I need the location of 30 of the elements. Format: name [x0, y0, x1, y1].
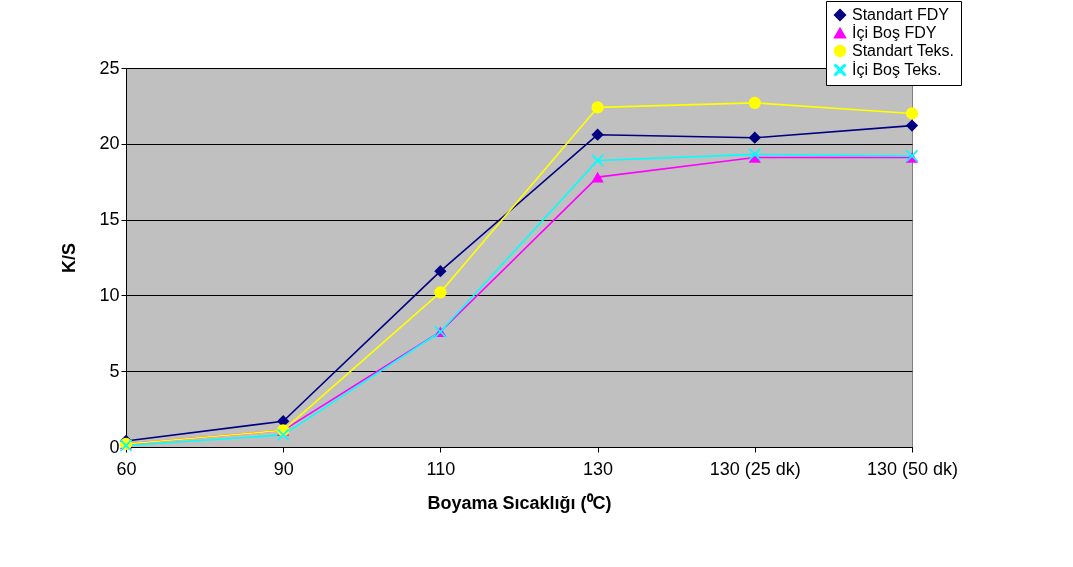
point — [277, 428, 290, 441]
point — [591, 128, 604, 141]
point — [748, 131, 761, 144]
x-axis-title: Boyama Sıcaklığı (⁰C) — [427, 492, 612, 513]
y-tick-label: 0 — [109, 436, 120, 457]
legend-label: Standart Teks. — [852, 42, 954, 59]
point — [748, 148, 761, 161]
legend-label: Standart FDY — [852, 6, 950, 23]
y-tick-label: 20 — [99, 133, 120, 154]
y-tick-label: 5 — [109, 360, 120, 381]
x-tick-label: 130 — [583, 458, 614, 479]
x-tick-label: 110 — [426, 458, 456, 479]
y-tick-label: 25 — [99, 57, 120, 78]
point — [748, 96, 761, 109]
point — [591, 171, 604, 183]
point — [434, 265, 447, 278]
x-tick-label: 130 (25 dk) — [709, 458, 801, 479]
y-tick-label: 15 — [99, 209, 120, 230]
x-tick-label: 60 — [116, 458, 137, 479]
point — [591, 154, 604, 167]
point — [591, 101, 604, 114]
y-axis-title: K/S — [59, 242, 80, 274]
legend-label: İçi Boş Teks. — [852, 60, 942, 78]
point — [905, 107, 919, 120]
point — [434, 286, 447, 299]
x-tick-label: 130 (50 dk) — [866, 458, 959, 479]
legend-label: İçi Boş FDY — [852, 23, 937, 41]
point — [905, 119, 919, 132]
x-tick-label: 90 — [273, 458, 294, 479]
y-tick-label: 10 — [99, 284, 120, 305]
